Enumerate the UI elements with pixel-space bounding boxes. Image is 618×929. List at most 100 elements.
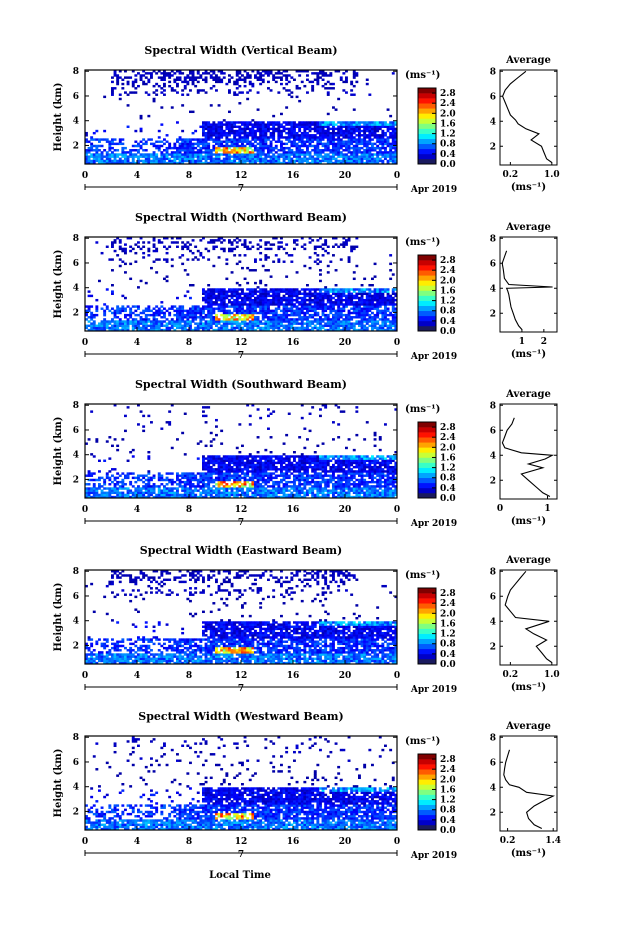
colorbar-tick-label: 1.6	[440, 119, 456, 129]
average-y-tick-label: 4	[490, 783, 496, 793]
colorbar-tick-label: 0.4	[440, 150, 456, 160]
colorbar-unit: (ms⁻¹)	[405, 404, 440, 415]
heatmap-cells	[85, 237, 398, 332]
y-tick-label: 2	[73, 807, 79, 817]
average-title: Average	[505, 555, 551, 566]
colorbar-tick-label: 2.0	[440, 109, 456, 119]
average-y-tick-label: 6	[490, 92, 496, 102]
y-axis-label: Height (km)	[53, 250, 64, 319]
colorbar-tick-label: 0.8	[440, 474, 456, 484]
x-tick-label: 0	[394, 338, 400, 348]
x-tick-label: 20	[339, 837, 352, 847]
x-tick-label: 12	[235, 338, 248, 348]
y-tick-label: 6	[73, 592, 79, 602]
average-x-label: (ms⁻¹)	[511, 516, 546, 527]
average-y-tick-label: 8	[490, 733, 496, 743]
panel-1: Spectral Width (Northward Beam) 2 4 6 8 Heigh…	[53, 211, 558, 362]
colorbar-tick-label: 0.8	[440, 140, 456, 150]
x-tick-label: 8	[186, 505, 192, 515]
y-tick-label: 8	[73, 733, 79, 743]
average-y-tick-label: 4	[490, 284, 496, 294]
y-axis-label: Height (km)	[53, 583, 64, 652]
x-tick-label: 16	[287, 505, 300, 515]
date-label: Apr 2019	[410, 352, 457, 362]
average-x-tick-label: 0.2	[500, 836, 516, 846]
colorbar-tick-label: 2.0	[440, 276, 456, 286]
average-frame	[499, 403, 558, 500]
day-label: 7	[238, 518, 244, 528]
colorbar-tick-label: 0.8	[440, 640, 456, 650]
colorbar-tick-label: 0.4	[440, 317, 456, 327]
x-tick-label: 0	[394, 671, 400, 681]
average-y-tick-label: 6	[490, 426, 496, 436]
x-tick-label: 8	[186, 837, 192, 847]
average-y-tick-label: 6	[490, 592, 496, 602]
y-axis-label: Height (km)	[53, 417, 64, 486]
panel-title: Spectral Width (Northward Beam)	[135, 211, 347, 224]
colorbar-tick-label: 2.4	[440, 433, 456, 443]
date-label: Apr 2019	[410, 519, 457, 529]
day-label: 7	[238, 684, 244, 694]
x-tick-label: 12	[235, 171, 248, 181]
date-label: Apr 2019	[410, 185, 457, 195]
x-tick-label: 0	[394, 171, 400, 181]
date-label: Apr 2019	[410, 685, 457, 695]
x-tick-label: 4	[134, 171, 140, 181]
average-profile-line	[501, 417, 555, 497]
x-tick-label: 20	[339, 505, 352, 515]
y-tick-label: 4	[73, 284, 79, 294]
colorbar-unit: (ms⁻¹)	[405, 736, 440, 747]
average-x-label: (ms⁻¹)	[511, 182, 546, 193]
colorbar-tick-label: 2.8	[440, 755, 456, 765]
average-x-label: (ms⁻¹)	[511, 682, 546, 693]
average-x-tick-label: 1	[544, 504, 550, 514]
colorbar-tick-label: 2.0	[440, 775, 456, 785]
colorbar-tick-label: 0.4	[440, 650, 456, 660]
y-tick-label: 2	[73, 308, 79, 318]
colorbar	[417, 587, 437, 665]
average-title: Average	[505, 389, 551, 400]
average-x-tick-label: 0.2	[503, 670, 519, 680]
y-tick-label: 8	[73, 234, 79, 244]
average-x-tick-label: 1.0	[544, 670, 560, 680]
average-y-tick-label: 2	[490, 142, 496, 152]
y-tick-label: 4	[73, 117, 79, 127]
x-tick-label: 16	[287, 171, 300, 181]
average-x-tick-label: 1.0	[544, 170, 560, 180]
average-y-tick-label: 8	[490, 67, 496, 77]
panel-title: Spectral Width (Eastward Beam)	[140, 544, 342, 557]
y-tick-label: 8	[73, 567, 79, 577]
colorbar-tick-label: 0.0	[440, 826, 456, 836]
colorbar	[417, 753, 437, 831]
x-tick-label: 0	[394, 837, 400, 847]
heatmap-cells	[85, 736, 398, 831]
average-y-tick-label: 2	[490, 309, 496, 319]
average-y-tick-label: 6	[490, 758, 496, 768]
colorbar-tick-label: 1.6	[440, 785, 456, 795]
colorbar	[417, 87, 437, 165]
average-x-label: (ms⁻¹)	[511, 848, 546, 859]
colorbar-tick-label: 0.0	[440, 494, 456, 504]
heatmap-cells	[85, 570, 398, 665]
x-tick-label: 0	[82, 505, 88, 515]
y-tick-label: 8	[73, 67, 79, 77]
y-tick-label: 6	[73, 758, 79, 768]
x-tick-label: 12	[235, 837, 248, 847]
panel-title: Spectral Width (Vertical Beam)	[144, 44, 337, 57]
x-tick-label: 0	[82, 671, 88, 681]
colorbar-tick-label: 0.8	[440, 806, 456, 816]
panel-0: Spectral Width (Vertical Beam) 2 4 6 8 Height…	[53, 44, 560, 195]
panel-3: Spectral Width (Eastward Beam) 2 4 6 8 Height…	[53, 544, 560, 695]
panel-title: Spectral Width (Westward Beam)	[138, 710, 343, 723]
average-frame	[499, 735, 558, 832]
colorbar-tick-label: 2.8	[440, 589, 456, 599]
panel-2: Spectral Width (Southward Beam) 2 4 6 8 Heigh…	[53, 378, 558, 529]
colorbar-tick-label: 0.0	[440, 660, 456, 670]
average-y-tick-label: 2	[490, 476, 496, 486]
colorbar-tick-label: 2.4	[440, 99, 456, 109]
average-frame	[499, 569, 558, 666]
average-x-label: (ms⁻¹)	[511, 349, 546, 360]
y-tick-label: 2	[73, 641, 79, 651]
colorbar	[417, 421, 437, 499]
